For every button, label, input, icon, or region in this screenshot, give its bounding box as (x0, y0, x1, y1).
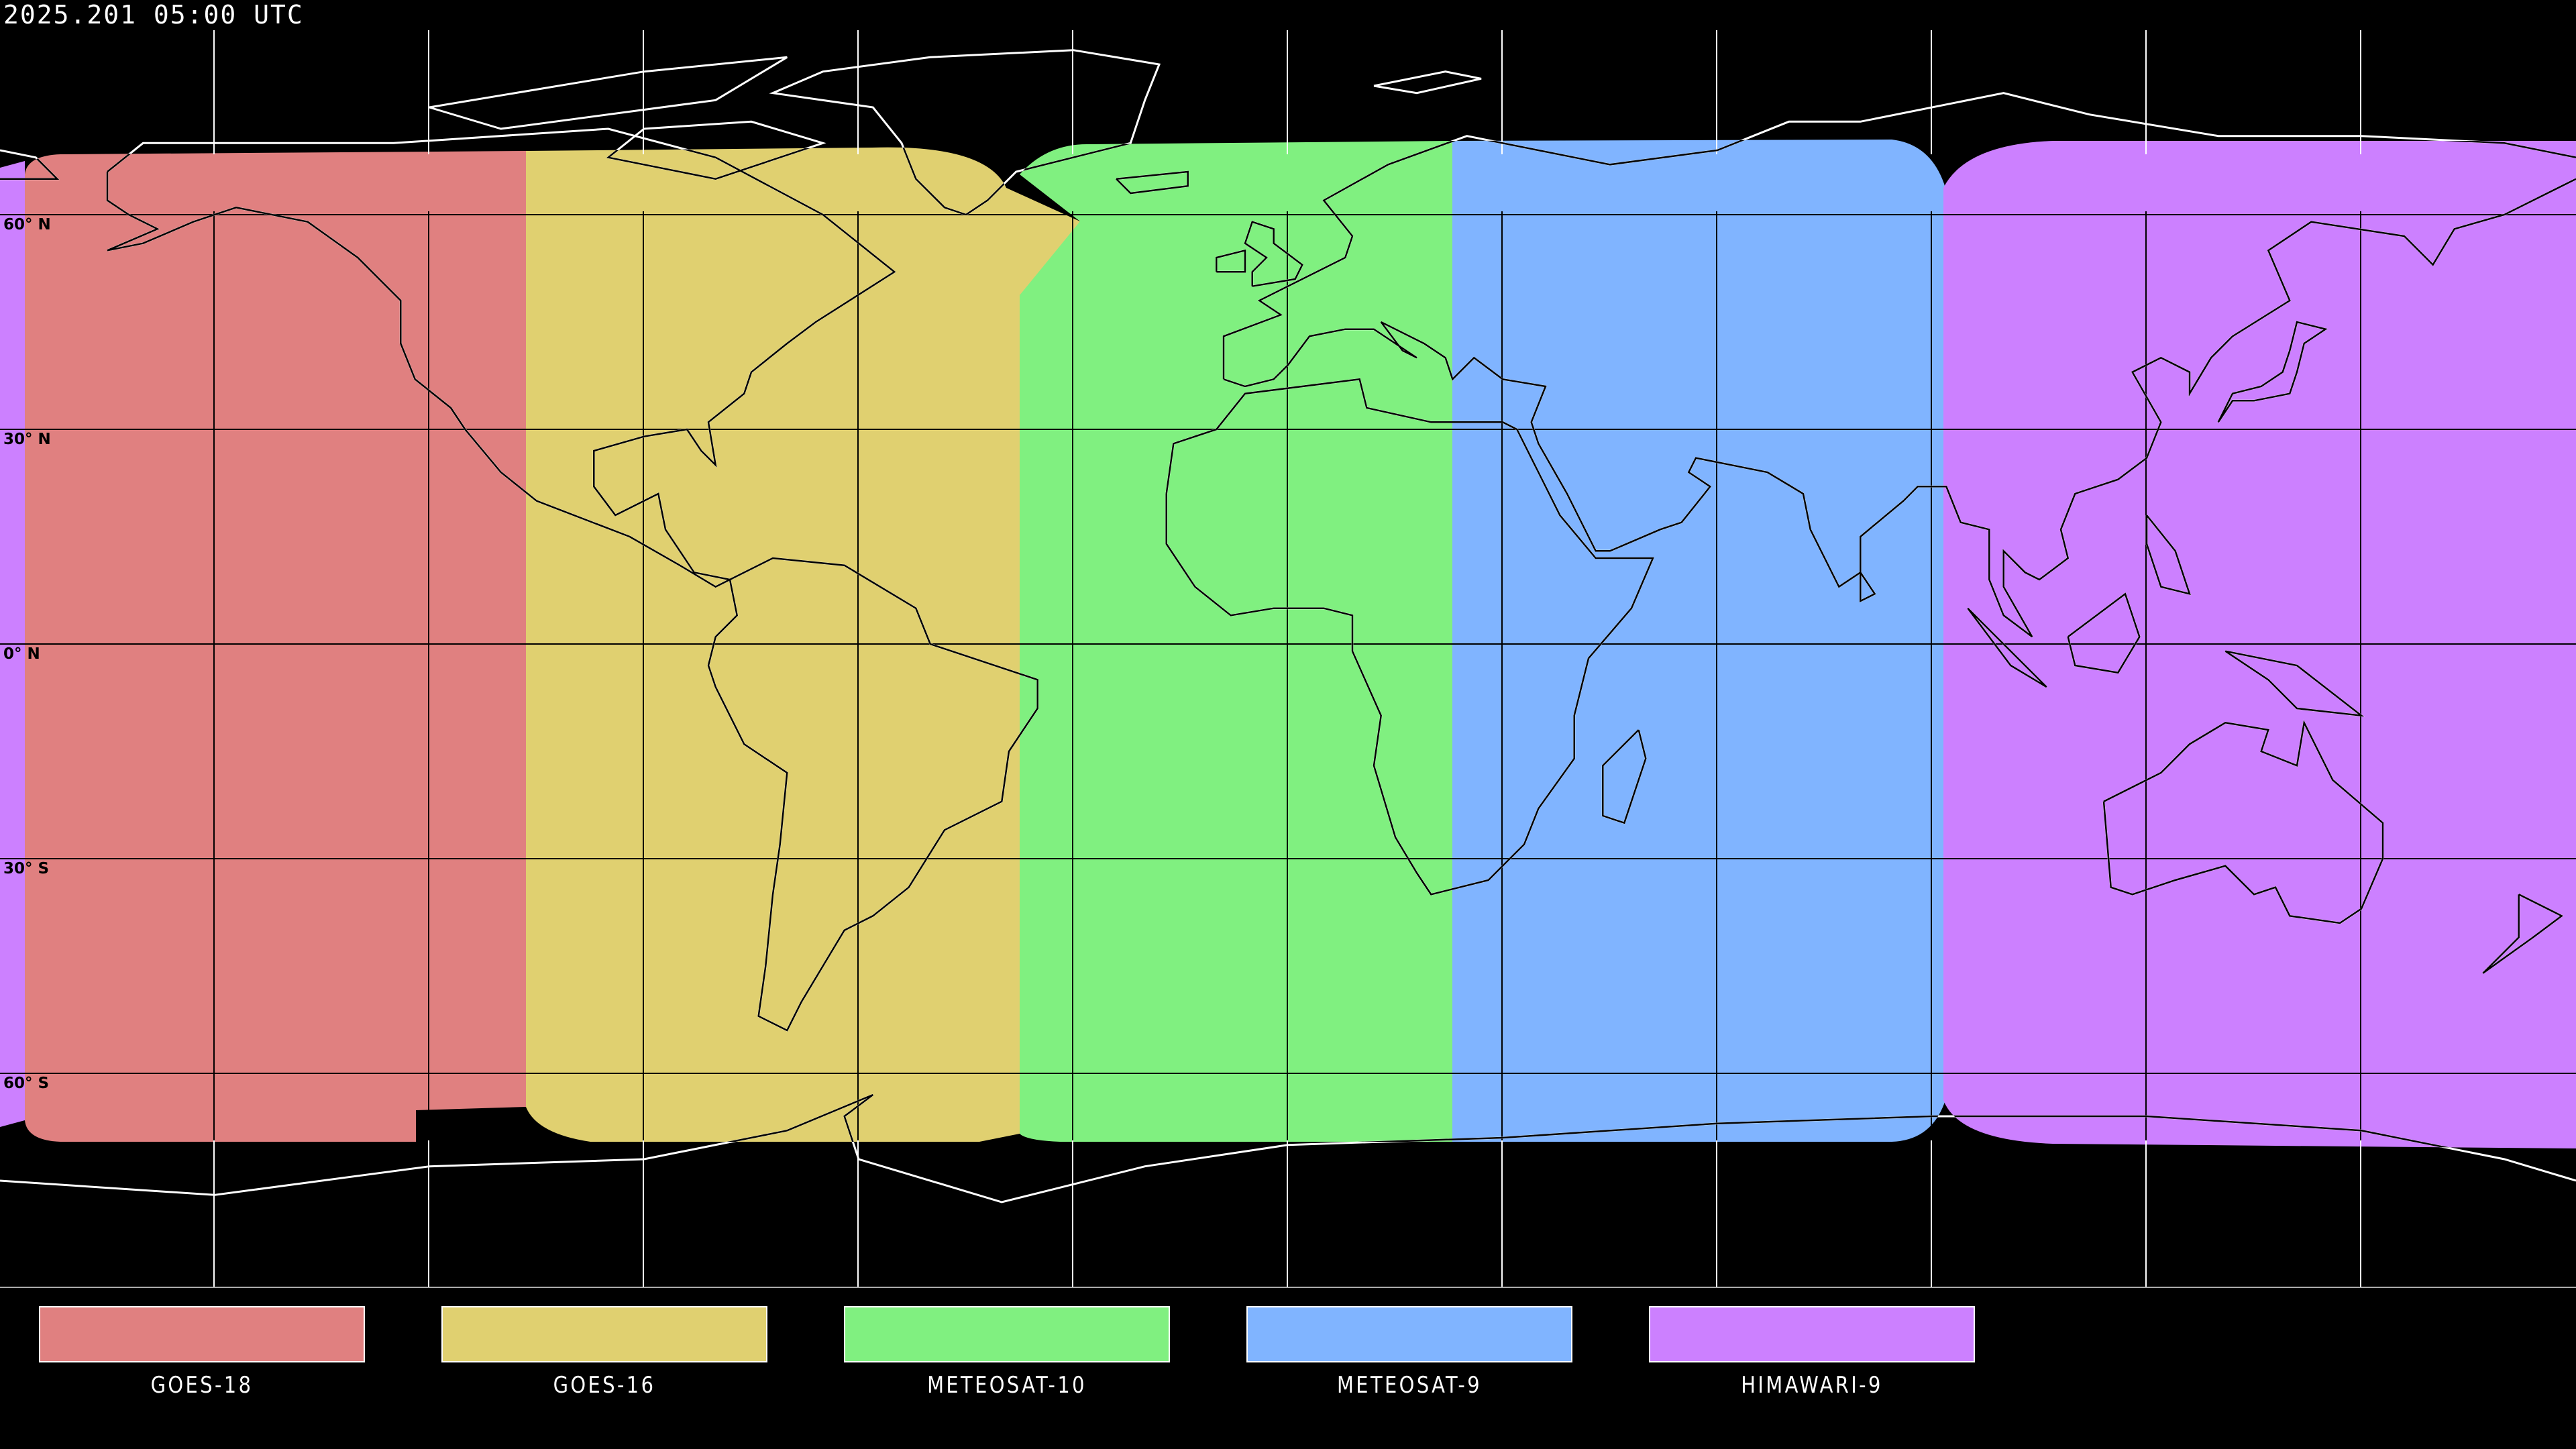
legend-item-goes-18: GOES-18 (39, 1306, 365, 1399)
map-border (0, 1287, 2576, 1288)
coastline (1373, 70, 1482, 95)
coastline (2224, 650, 2365, 717)
legend-swatch (441, 1306, 767, 1362)
coastline (1860, 572, 1876, 603)
legend-label: HIMAWARI-9 (1741, 1372, 1883, 1399)
coverage-meteosat-9 (1452, 140, 1945, 1142)
legend-item-goes-16: GOES-16 (441, 1306, 767, 1399)
coastline (1967, 607, 2047, 688)
coastline (769, 140, 1161, 216)
coastline (1216, 249, 1246, 273)
coastline (0, 1093, 2576, 1148)
legend-item-meteosat-9: METEOSAT-9 (1246, 1306, 1572, 1399)
coastline (707, 557, 1038, 1032)
lat-label-0: 0° N (3, 645, 40, 663)
coastline (1244, 221, 1303, 287)
timestamp-title: 2025.201 05:00 UTC (3, 0, 304, 30)
satellite-coverage-map (0, 30, 2576, 1288)
legend-swatch (39, 1306, 365, 1362)
coastline (606, 140, 826, 180)
coastline (1165, 378, 1654, 896)
coastline (2145, 515, 2191, 596)
coastlines-inside (0, 57, 2576, 1148)
lat-label-60n: 60° N (3, 216, 51, 233)
legend-label: GOES-18 (150, 1372, 254, 1399)
legend-label: GOES-16 (553, 1372, 656, 1399)
lat-label-60s: 60° S (3, 1075, 50, 1092)
coastline (2102, 720, 2384, 924)
legend-swatch (1246, 1306, 1572, 1362)
legend-label: METEOSAT-10 (927, 1372, 1087, 1399)
legend-swatch (844, 1306, 1170, 1362)
legend-swatch (1649, 1306, 1975, 1362)
legend-item-himawari-9: HIMAWARI-9 (1649, 1306, 1975, 1399)
lat-label-30s: 30° S (3, 860, 50, 877)
coastline (2482, 894, 2564, 974)
coastline (2067, 592, 2141, 674)
coastline (1223, 178, 2576, 638)
coastline (429, 56, 788, 130)
legend-label: METEOSAT-9 (1336, 1372, 1483, 1399)
coastline (2217, 321, 2328, 423)
coastline (429, 57, 787, 129)
coverage-meteosat-10 (1020, 141, 1452, 1142)
legend-item-meteosat-10: METEOSAT-10 (844, 1306, 1170, 1399)
lat-label-30n: 30° N (3, 431, 51, 448)
coverage-goes-18 (25, 151, 526, 1142)
coastline (1222, 140, 2576, 380)
coastline (1116, 170, 1189, 195)
coastline (1602, 729, 1647, 824)
coastline (106, 140, 896, 588)
